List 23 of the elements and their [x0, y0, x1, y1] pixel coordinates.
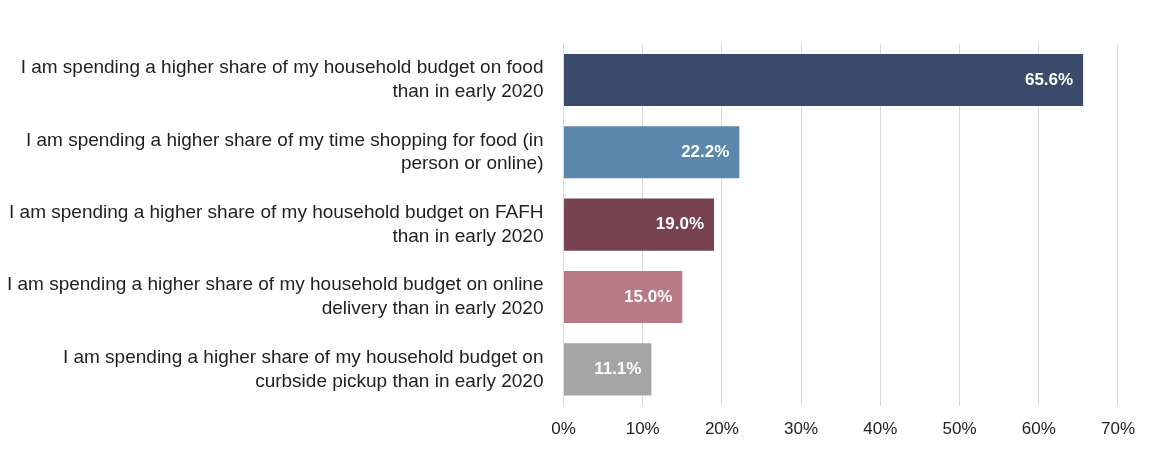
bar — [564, 343, 652, 396]
bar — [564, 53, 1084, 106]
bar — [564, 198, 714, 251]
y-tick-label: I am spending a higher share of my household budget on FAFH than in early 2020 — [9, 201, 544, 246]
y-tick-label: I am spending a higher share of my time shopping for food (in person or online) — [25, 128, 544, 174]
x-tick-label: 0% — [551, 419, 576, 439]
data-label: 22.2% — [681, 141, 730, 161]
bar — [564, 270, 683, 324]
x-tick-label: 60% — [1021, 419, 1056, 439]
x-tick-label: 20% — [704, 419, 739, 439]
y-tick-label: I am spending a higher share of my household budget on food than in early 2020 — [20, 56, 544, 102]
data-label: 65.6% — [1024, 69, 1074, 89]
y-tick-label: I am spending a higher share of my household budget on online delivery than in early 2020 — [6, 273, 544, 319]
data-label: 15.0% — [624, 286, 673, 306]
x-tick-label: 30% — [784, 419, 819, 439]
x-tick-label: 40% — [863, 419, 898, 439]
data-label: 11.1% — [594, 359, 642, 379]
bar — [564, 126, 740, 179]
data-label: 19.0% — [655, 214, 704, 234]
y-tick-label: I am spending a higher share of my household budget on curbside pickup than in early 2020 — [62, 345, 544, 391]
x-tick-label: 70% — [1100, 419, 1135, 439]
x-tick-label: 10% — [625, 419, 660, 439]
x-tick-label: 50% — [942, 419, 977, 439]
